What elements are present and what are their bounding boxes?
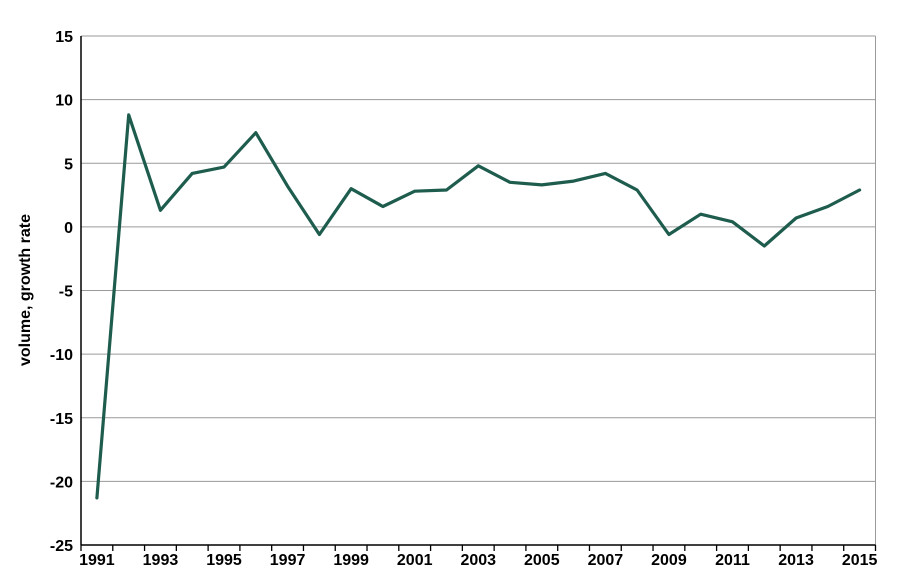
x-tick-label: 2013 <box>778 552 814 569</box>
x-tick-label: 1995 <box>206 552 242 569</box>
x-tick-label: 2005 <box>524 552 560 569</box>
y-tick-label: 0 <box>64 220 73 237</box>
y-tick-label: -5 <box>59 284 73 301</box>
y-tick-label: -15 <box>50 411 73 428</box>
y-tick-label: 15 <box>55 29 73 46</box>
x-tick-label: 2009 <box>651 552 687 569</box>
y-axis-title: volume, growth rate <box>17 213 34 367</box>
x-tick-label: 2007 <box>588 552 624 569</box>
x-tick-label: 1991 <box>79 552 115 569</box>
x-tick-label: 2003 <box>460 552 496 569</box>
x-tick-label: 1997 <box>270 552 306 569</box>
x-tick-label: 2001 <box>397 552 433 569</box>
x-tick-label: 1993 <box>143 552 179 569</box>
x-tick-label: 2015 <box>842 552 878 569</box>
x-tick-label: 1999 <box>333 552 369 569</box>
y-tick-label: -20 <box>50 474 73 491</box>
y-tick-label: 10 <box>55 93 73 110</box>
y-tick-label: 5 <box>64 156 73 173</box>
x-tick-label: 2011 <box>715 552 750 569</box>
y-tick-label: -25 <box>50 538 73 555</box>
series-line <box>95 113 862 500</box>
y-tick-label: -10 <box>50 347 73 364</box>
